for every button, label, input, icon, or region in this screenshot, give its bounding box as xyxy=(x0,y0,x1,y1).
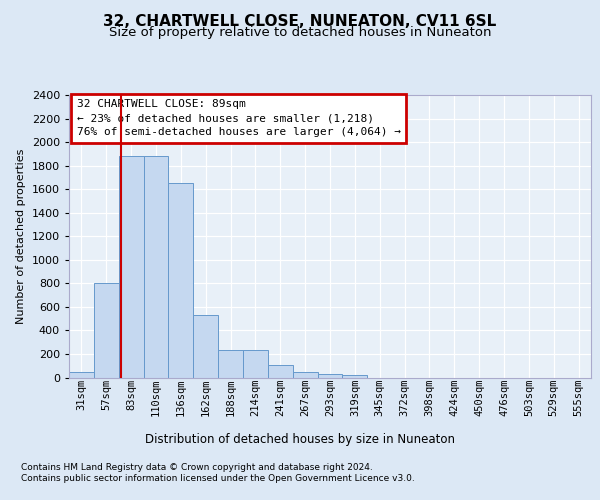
Bar xyxy=(69,372,94,378)
Bar xyxy=(193,315,218,378)
Bar xyxy=(143,156,169,378)
Bar xyxy=(218,350,243,378)
Bar xyxy=(243,350,268,378)
Bar xyxy=(169,184,193,378)
Y-axis label: Number of detached properties: Number of detached properties xyxy=(16,148,26,324)
Text: Contains HM Land Registry data © Crown copyright and database right 2024.: Contains HM Land Registry data © Crown c… xyxy=(21,462,373,471)
Bar xyxy=(293,372,317,378)
Text: Contains public sector information licensed under the Open Government Licence v3: Contains public sector information licen… xyxy=(21,474,415,483)
Text: Size of property relative to detached houses in Nuneaton: Size of property relative to detached ho… xyxy=(109,26,491,39)
Bar xyxy=(94,284,119,378)
Bar xyxy=(268,365,293,378)
Text: 32 CHARTWELL CLOSE: 89sqm
← 23% of detached houses are smaller (1,218)
76% of se: 32 CHARTWELL CLOSE: 89sqm ← 23% of detac… xyxy=(77,99,401,137)
Text: 32, CHARTWELL CLOSE, NUNEATON, CV11 6SL: 32, CHARTWELL CLOSE, NUNEATON, CV11 6SL xyxy=(103,14,497,29)
Bar xyxy=(119,156,143,378)
Bar xyxy=(317,374,343,378)
Text: Distribution of detached houses by size in Nuneaton: Distribution of detached houses by size … xyxy=(145,432,455,446)
Bar xyxy=(343,375,367,378)
